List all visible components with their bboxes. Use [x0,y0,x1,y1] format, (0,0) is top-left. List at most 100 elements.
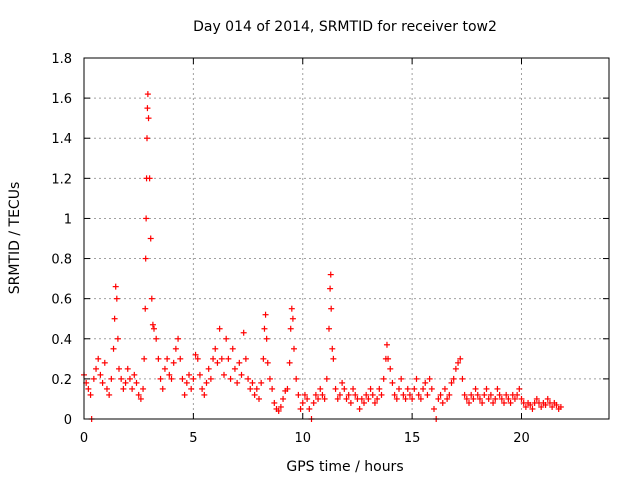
data-point [227,375,234,382]
data-point [245,375,252,382]
data-point [155,355,162,362]
data-point [275,407,282,414]
data-point [264,359,271,366]
data-point [330,355,337,362]
data-point [221,371,227,378]
data-point [194,355,201,362]
data-point [444,395,451,402]
data-point [389,379,396,386]
data-point [145,115,152,122]
data-point [238,371,245,378]
data-point [103,385,110,392]
data-point [297,405,304,412]
data-point [144,91,151,98]
data-point [441,385,448,392]
data-point [142,305,149,312]
x-tick-label: 20 [513,431,530,446]
data-point [164,355,171,362]
data-point [280,395,287,402]
data-point [420,385,427,392]
data-point [481,391,488,398]
data-point [367,385,374,392]
data-point [186,371,192,378]
data-point [393,395,400,402]
data-point [345,391,352,398]
data-point [468,391,475,398]
data-point [277,403,284,410]
data-point [439,399,446,406]
data-point [383,341,390,348]
data-point [319,391,326,398]
data-point [336,391,343,398]
data-point [490,399,497,406]
data-point [503,391,510,398]
data-point [122,379,129,386]
data-point [356,405,363,412]
data-point [260,355,267,362]
data-point [387,365,394,372]
data-point [133,379,140,386]
chart-title: Day 014 of 2014, SRMTID for receiver tow… [193,19,497,35]
data-point [522,403,529,410]
data-point [291,345,297,352]
data-point [378,391,385,398]
data-point [93,365,100,372]
data-point [210,355,217,362]
data-point [332,385,339,392]
data-point [446,391,453,398]
x-tick-label: 5 [189,431,197,446]
data-point [350,385,357,392]
data-point [363,391,370,398]
data-point [306,405,313,412]
data-point [124,365,131,372]
data-point [406,391,413,398]
x-axis-label: GPS time / hours [286,459,403,475]
data-point [140,385,147,392]
data-point [310,399,317,406]
data-point [474,391,481,398]
data-point [301,391,308,398]
data-point [247,385,254,392]
data-point [470,395,477,402]
data-point [479,399,486,406]
data-point [143,215,150,222]
data-point [113,295,120,302]
data-point [376,385,383,392]
data-point [448,379,455,386]
data-point [111,315,118,322]
data-point [304,395,311,402]
data-point [101,359,108,366]
x-tick-label: 15 [404,431,421,446]
data-point [501,399,507,406]
data-point [229,345,236,352]
data-point [175,335,182,342]
data-point [461,391,468,398]
data-point [428,385,435,392]
data-point [553,401,560,408]
data-point [95,355,102,362]
data-point [391,391,398,398]
data-point [188,385,195,392]
data-point [371,399,378,406]
data-point [317,385,324,392]
data-point [374,395,381,402]
data-point [514,391,521,398]
data-point [396,385,402,392]
data-point [126,375,133,382]
data-point [287,325,294,332]
data-point [485,395,492,402]
data-point [476,395,483,402]
data-point [212,345,219,352]
data-point [529,405,536,412]
data-point [161,365,168,372]
data-point [402,395,409,402]
data-point [177,355,184,362]
data-point [144,105,151,112]
data-point [205,365,212,372]
data-point [343,395,350,402]
data-point [249,379,256,386]
data-point [293,375,300,382]
data-point [326,325,332,332]
data-point [85,385,92,392]
data-point [413,375,420,382]
